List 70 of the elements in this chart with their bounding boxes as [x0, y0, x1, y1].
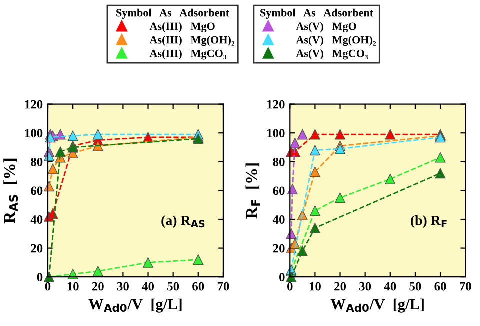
- point: [310, 145, 320, 156]
- y-tick-label: 20: [273, 244, 285, 253]
- y-tick-label: 100: [268, 129, 285, 138]
- point: [335, 129, 346, 140]
- x-tick-label: 0: [45, 282, 51, 291]
- x-tick-label: 40: [142, 282, 154, 291]
- y-tick-label: 120: [25, 100, 43, 109]
- x-tick-label: 70: [218, 282, 230, 291]
- point: [310, 222, 320, 234]
- y-tick-label: 120: [268, 100, 285, 109]
- point: [435, 152, 446, 163]
- x-tick-label: 30: [360, 282, 372, 291]
- y-tick-label: 40: [272, 216, 285, 224]
- annotation: (b) R$_{F}$: [411, 216, 447, 228]
- y-tick-label: 80: [273, 158, 285, 166]
- legend-label: As(III) MgCO₃: [150, 50, 227, 60]
- point: [297, 246, 308, 256]
- y-tick-label: 0: [280, 273, 285, 282]
- point: [435, 168, 446, 179]
- x-tick-label: 70: [460, 282, 472, 291]
- point: [297, 129, 308, 140]
- text: Symbol As Adsorbent: [260, 8, 374, 19]
- point: [68, 130, 78, 142]
- y-tick-label: 60: [31, 186, 43, 196]
- x-tick-label: 40: [384, 282, 396, 291]
- x-tick-label: 50: [410, 282, 422, 291]
- point: [286, 272, 297, 282]
- point: [385, 129, 396, 140]
- x-tick-label: 50: [168, 282, 180, 291]
- x-tick-label: 0: [287, 282, 293, 291]
- point: [385, 174, 396, 184]
- y-axis-title: R$_{F}$ [%]: [246, 164, 260, 219]
- y-tick-label: 40: [30, 216, 43, 224]
- legend-label: As(V) Mg(OH)₂: [296, 36, 376, 46]
- y-tick-label: 100: [25, 129, 43, 138]
- point: [55, 146, 66, 158]
- annotation: (a) R$_{AS}$: [162, 216, 205, 228]
- y-tick-label: 20: [31, 244, 43, 253]
- point: [335, 192, 346, 204]
- legend-label: As(V) MgCO₃: [296, 50, 368, 60]
- legend-label: As(V) MgO: [296, 22, 356, 33]
- point: [44, 181, 54, 192]
- x-tick-label: 20: [334, 282, 346, 291]
- point: [310, 129, 320, 140]
- y-tick-label: 0: [37, 273, 43, 282]
- point: [68, 269, 78, 280]
- x-tick-label: 60: [192, 282, 204, 291]
- y-tick-label: 80: [31, 158, 43, 166]
- x-tick-label: 10: [68, 282, 79, 291]
- legend-label: As(III) Mg(OH)₂: [150, 36, 235, 46]
- x-axis-title: W$_{Ad0}$/V [g/L]: [330, 298, 424, 313]
- x-axis-title: W$_{Ad0}$/V [g/L]: [88, 298, 182, 313]
- point: [143, 257, 154, 268]
- legend-title: Symbol As Adsorbent: [116, 8, 230, 19]
- point: [310, 206, 320, 216]
- point: [310, 166, 320, 178]
- y-tick-label: 60: [273, 186, 285, 196]
- legend-label: As(III) MgO: [150, 22, 215, 33]
- x-tick-label: 20: [92, 282, 104, 291]
- point: [193, 254, 204, 266]
- point: [48, 164, 58, 174]
- x-tick-label: 10: [310, 282, 321, 291]
- point: [335, 144, 346, 154]
- point: [290, 138, 300, 148]
- point: [92, 129, 104, 140]
- x-tick-label: 30: [117, 282, 129, 291]
- x-tick-label: 60: [434, 282, 446, 291]
- y-axis-title: R$_{AS}$ [%]: [4, 158, 18, 224]
- point: [287, 184, 298, 194]
- point: [92, 266, 104, 277]
